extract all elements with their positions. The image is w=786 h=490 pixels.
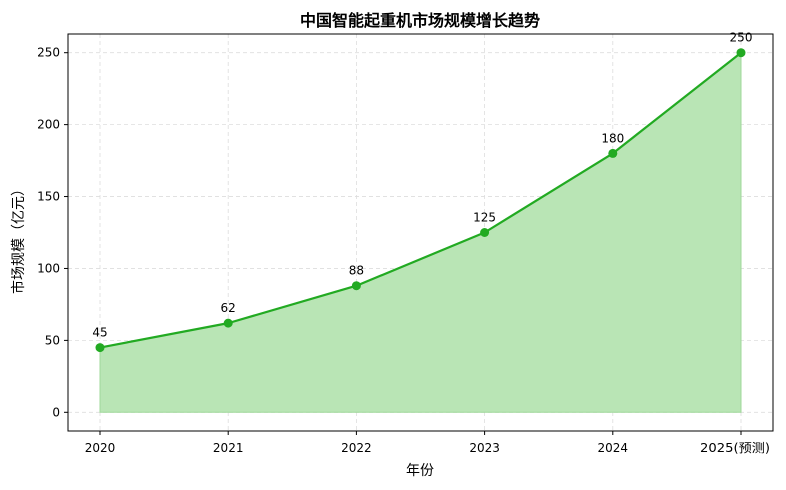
data-point <box>736 48 746 58</box>
area-fill <box>99 51 742 413</box>
data-point <box>223 318 233 328</box>
x-tick-label: 2021 <box>213 441 244 455</box>
y-tick-label: 0 <box>52 405 60 419</box>
data-label: 62 <box>221 301 236 315</box>
data-label: 45 <box>92 326 107 340</box>
y-tick-label: 100 <box>37 261 60 275</box>
data-point <box>95 343 105 353</box>
y-axis-label: 市场规模（亿元） <box>10 182 27 294</box>
data-point <box>480 228 490 237</box>
point-layer <box>95 48 746 353</box>
data-label: 88 <box>349 264 364 278</box>
chart-title: 中国智能起重机市场规模增长趋势 <box>300 11 540 30</box>
area-layer <box>99 51 742 413</box>
series-line-segment <box>227 284 358 325</box>
series-line-segment <box>483 152 614 234</box>
data-point <box>608 148 618 158</box>
x-tick-label: 2024 <box>598 441 629 455</box>
x-tick-label: 2022 <box>341 441 372 455</box>
x-tick-label: 2025(预测) <box>700 441 770 455</box>
y-tick-label: 250 <box>37 46 60 60</box>
data-label: 180 <box>601 131 624 145</box>
data-label: 125 <box>473 211 496 225</box>
y-tick-label: 200 <box>37 118 60 132</box>
series-line-segment <box>355 231 486 287</box>
plot-frame <box>67 33 774 432</box>
axes-layer: 0 50 100 150 200 250 2020 2021 2022 2023 2024 2025(… <box>37 33 774 455</box>
x-axis-label: 年份 <box>406 463 434 479</box>
x-tick-label: 2023 <box>469 441 500 455</box>
series-line-segment <box>98 322 230 349</box>
x-tick-label: 2020 <box>85 441 116 455</box>
data-point <box>351 281 361 291</box>
data-label: 250 <box>730 31 753 45</box>
series-line-segment <box>611 51 743 155</box>
line-layer <box>98 51 743 349</box>
y-tick-label: 50 <box>45 333 60 347</box>
y-tick-label: 150 <box>37 190 60 204</box>
